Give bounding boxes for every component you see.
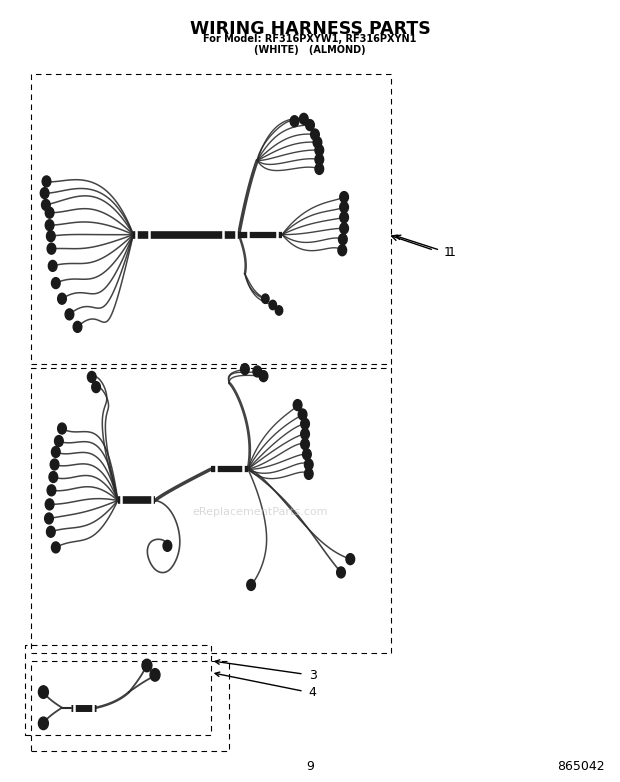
Circle shape <box>306 120 314 131</box>
Text: 865042: 865042 <box>557 759 604 773</box>
Circle shape <box>73 321 82 332</box>
Circle shape <box>293 400 302 411</box>
Circle shape <box>38 686 48 698</box>
Circle shape <box>340 223 348 234</box>
Text: 1: 1 <box>448 246 456 259</box>
Circle shape <box>51 447 60 457</box>
Text: 1: 1 <box>443 246 451 259</box>
Circle shape <box>301 429 309 439</box>
Circle shape <box>340 212 348 223</box>
Circle shape <box>315 145 324 156</box>
Circle shape <box>65 309 74 320</box>
Circle shape <box>45 513 53 524</box>
Circle shape <box>40 188 49 199</box>
Circle shape <box>290 116 299 127</box>
Circle shape <box>38 717 48 730</box>
Text: 3: 3 <box>309 669 317 682</box>
Circle shape <box>303 449 311 460</box>
Circle shape <box>142 659 152 672</box>
Circle shape <box>45 220 54 231</box>
Circle shape <box>163 540 172 551</box>
Circle shape <box>92 382 100 393</box>
Circle shape <box>241 364 249 375</box>
Circle shape <box>337 567 345 578</box>
Circle shape <box>262 294 269 303</box>
Circle shape <box>304 468 313 479</box>
Circle shape <box>55 436 63 447</box>
Circle shape <box>311 129 319 140</box>
Text: 9: 9 <box>306 759 314 773</box>
Circle shape <box>253 366 262 377</box>
Circle shape <box>51 542 60 553</box>
Circle shape <box>42 176 51 187</box>
Circle shape <box>45 499 54 510</box>
Circle shape <box>340 202 348 213</box>
Circle shape <box>50 459 59 470</box>
Circle shape <box>87 371 96 382</box>
Circle shape <box>51 278 60 289</box>
Text: For Model: RF316PXYW1, RF316PXYN1: For Model: RF316PXYW1, RF316PXYN1 <box>203 34 417 44</box>
Circle shape <box>58 293 66 304</box>
Circle shape <box>259 371 268 382</box>
Circle shape <box>304 459 313 470</box>
Circle shape <box>339 234 347 245</box>
Circle shape <box>275 306 283 315</box>
Circle shape <box>46 526 55 537</box>
Circle shape <box>49 472 58 482</box>
Text: WIRING HARNESS PARTS: WIRING HARNESS PARTS <box>190 20 430 38</box>
Text: (WHITE)   (ALMOND): (WHITE) (ALMOND) <box>254 45 366 56</box>
Circle shape <box>247 579 255 590</box>
Circle shape <box>47 243 56 254</box>
Circle shape <box>301 439 309 450</box>
Circle shape <box>269 300 277 310</box>
Circle shape <box>42 199 50 210</box>
Circle shape <box>298 409 307 420</box>
Circle shape <box>47 485 56 496</box>
Circle shape <box>299 113 308 124</box>
Circle shape <box>315 163 324 174</box>
Text: eReplacementParts.com: eReplacementParts.com <box>193 508 328 517</box>
Circle shape <box>313 137 322 148</box>
Circle shape <box>46 231 55 242</box>
Circle shape <box>48 260 57 271</box>
Circle shape <box>338 245 347 256</box>
Circle shape <box>150 669 160 681</box>
Text: 4: 4 <box>309 687 317 699</box>
Circle shape <box>340 192 348 203</box>
Circle shape <box>346 554 355 565</box>
Circle shape <box>45 207 54 218</box>
Circle shape <box>301 418 309 429</box>
Circle shape <box>315 154 324 165</box>
Circle shape <box>58 423 66 434</box>
